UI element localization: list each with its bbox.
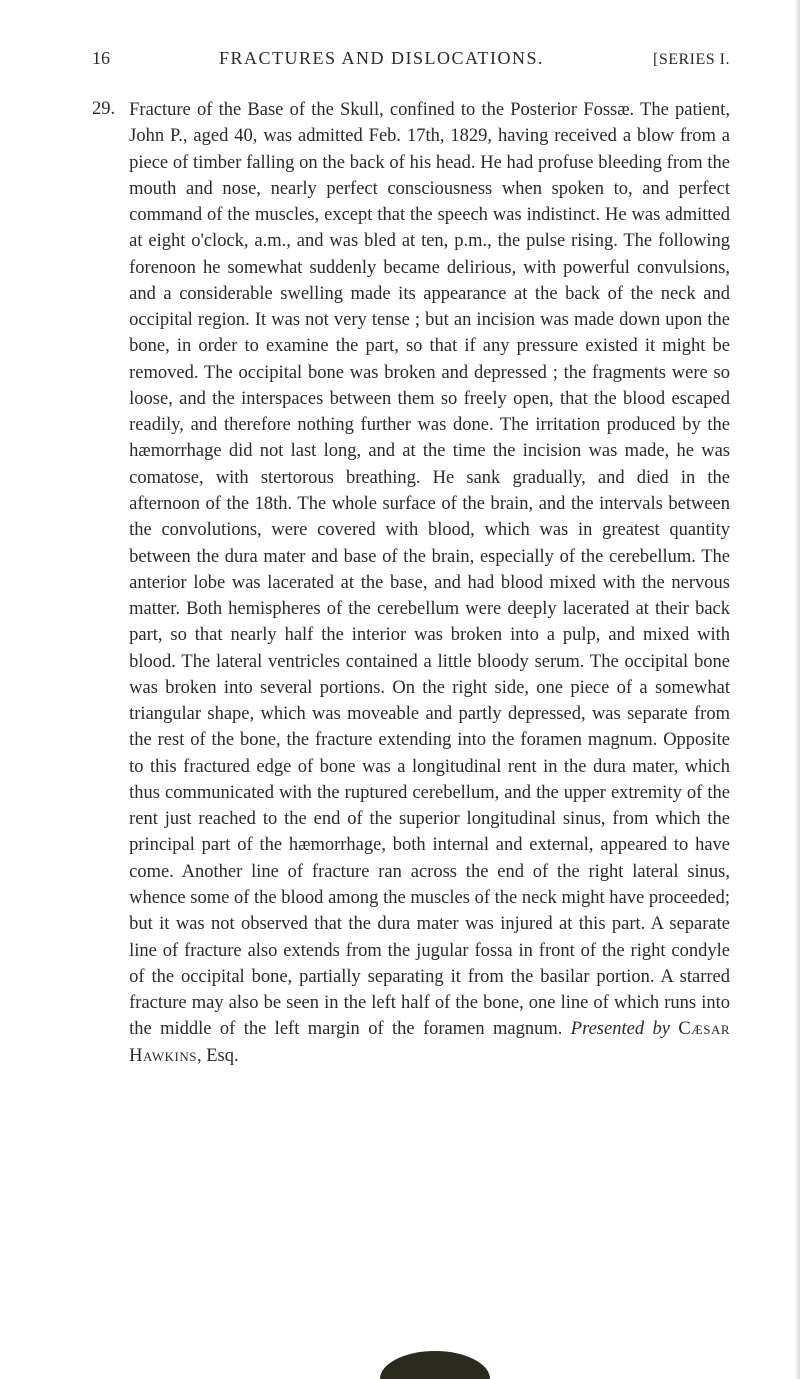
presented-by-label: Presented by <box>571 1019 679 1039</box>
catalogue-entry: 29. Fracture of the Base of the Skull, c… <box>92 97 730 1069</box>
entry-text: Fracture of the Base of the Skull, confi… <box>129 100 730 1039</box>
entry-body: Fracture of the Base of the Skull, confi… <box>129 97 730 1069</box>
running-title: FRACTURES AND DISLOCATIONS. <box>219 48 544 69</box>
page-number: 16 <box>92 48 110 69</box>
page-header: 16 FRACTURES AND DISLOCATIONS. [SERIES I… <box>92 48 730 69</box>
page-container: 16 FRACTURES AND DISLOCATIONS. [SERIES I… <box>0 0 800 1129</box>
entry-number: 29. <box>92 97 115 1069</box>
page-edge-shadow <box>794 0 800 1379</box>
scan-artifact-mark <box>380 1351 490 1379</box>
presenter-suffix: , Esq. <box>197 1046 239 1066</box>
series-label: [SERIES I. <box>653 51 730 69</box>
